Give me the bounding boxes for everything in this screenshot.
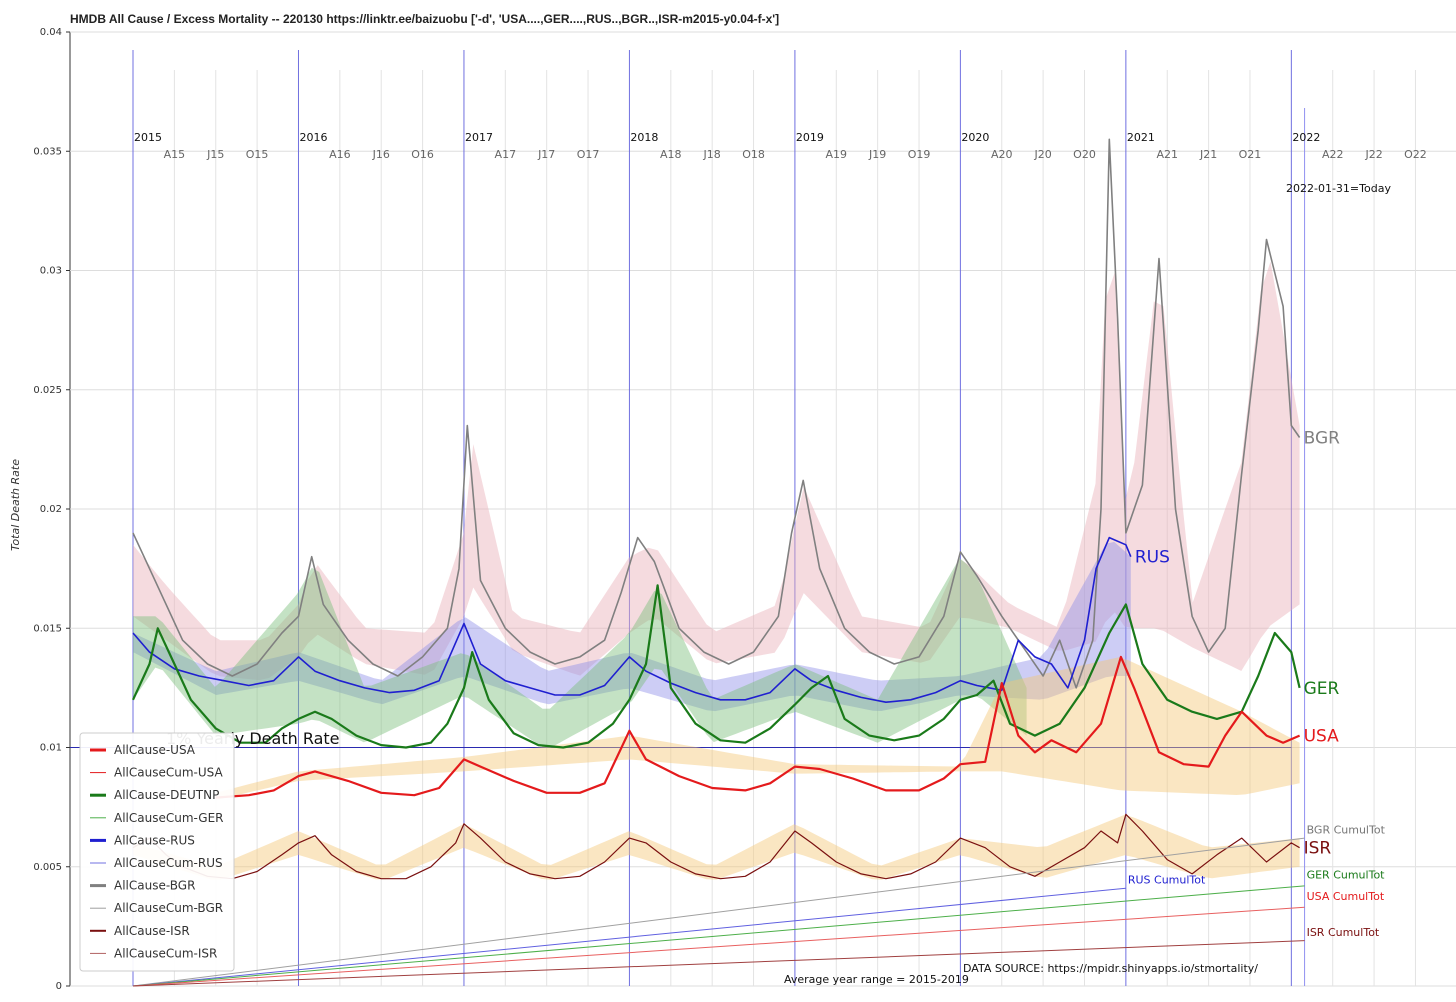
series-line-usa [215, 655, 1301, 799]
legend-entry-label: AllCause-RUS [114, 833, 195, 847]
band-fill-usa [215, 657, 1300, 800]
month-label: J20 [1034, 148, 1052, 161]
legend-entry-label: AllCause-DEUTNP [114, 788, 219, 802]
year-label: 2015 [134, 131, 162, 144]
series-line-bgr [132, 138, 1301, 689]
y-tick-label: 0 [56, 981, 62, 992]
y-tick-label: 0.03 [40, 266, 62, 277]
legend: AllCause-USA AllCauseCum-USA AllCause-DEUT… [79, 732, 235, 972]
month-label: O20 [1073, 148, 1096, 161]
month-label: O15 [246, 148, 269, 161]
series-end-label-isr: ISR [1304, 839, 1332, 859]
series-lines-layer [132, 138, 1301, 880]
year-label: 2022 [1292, 131, 1320, 144]
band-fills-layer [133, 261, 1300, 880]
month-label: A19 [826, 148, 848, 161]
month-label: O22 [1404, 148, 1427, 161]
month-label: J15 [206, 148, 224, 161]
band-fill-ger [133, 558, 1027, 749]
year-label: 2018 [630, 131, 658, 144]
year-label: 2016 [299, 131, 327, 144]
series-end-label-usa: USA [1304, 727, 1340, 747]
cumulative-line-bgr-cumultot [132, 837, 1305, 987]
series-end-label-bgr: BGR [1304, 428, 1341, 448]
year-label: 2021 [1127, 131, 1155, 144]
y-tick-label: 0.035 [33, 146, 62, 157]
month-label: A17 [495, 148, 517, 161]
legend-entry-label: AllCauseCum-ISR [114, 946, 217, 960]
data-source-note: DATA SOURCE: https://mpidr.shinyapps.io/… [963, 962, 1258, 975]
cumulative-lines-layer [132, 837, 1305, 987]
labels-layer: 2015 2016 2017 2018 2019 2020 2021 2022 A15 J15 O1… [134, 131, 1427, 939]
month-label: J22 [1364, 148, 1382, 161]
y-tick-label: 0.005 [33, 862, 62, 873]
month-label: O19 [908, 148, 931, 161]
average-range-note: Average year range = 2015-2019 [784, 973, 969, 986]
month-label: J17 [537, 148, 555, 161]
month-label: J16 [372, 148, 390, 161]
month-label: J18 [703, 148, 721, 161]
month-label: A20 [991, 148, 1013, 161]
month-label: A15 [164, 148, 186, 161]
legend-entry-label: AllCauseCum-GER [114, 811, 224, 825]
cumulative-line-isr-cumultot [132, 940, 1305, 987]
month-label: J21 [1199, 148, 1217, 161]
cumulative-label-rus-cumultot: RUS CumulTot [1128, 873, 1206, 886]
series-end-label-rus: RUS [1135, 548, 1170, 568]
series-line-isr [132, 813, 1300, 880]
month-label: A22 [1322, 148, 1344, 161]
month-label: A21 [1156, 148, 1178, 161]
legend-entry-label: AllCauseCum-BGR [114, 901, 223, 915]
cumulative-label-ger-cumultot: GER CumulTot [1307, 869, 1386, 882]
legend-entry-label: AllCause-ISR [114, 924, 190, 938]
today-label: 2022-01-31=Today [1286, 182, 1391, 195]
cumulative-line-rus-cumultot [132, 887, 1126, 987]
series-line-ger [132, 584, 1301, 749]
month-label: O21 [1239, 148, 1262, 161]
year-label: 2019 [796, 131, 824, 144]
month-label: O16 [411, 148, 434, 161]
y-tick-label: 0.01 [40, 743, 62, 754]
cumulative-label-isr-cumultot: ISR CumulTot [1307, 926, 1380, 939]
y-tick-label: 0.04 [40, 27, 62, 38]
legend-entry-label: AllCause-USA [114, 743, 196, 757]
legend-box [79, 732, 235, 972]
legend-entry-label: AllCauseCum-USA [114, 766, 223, 780]
legend-entry-label: AllCauseCum-RUS [114, 856, 223, 870]
month-label: A18 [660, 148, 682, 161]
band-fill-bgr [133, 261, 1300, 681]
y-tick-label: 0.015 [33, 623, 62, 634]
band-fill-rus [133, 541, 1131, 712]
cumulative-label-bgr-cumultot: BGR CumulTot [1307, 823, 1386, 836]
month-label: J19 [868, 148, 886, 161]
year-label: 2020 [961, 131, 989, 144]
y-tick-label: 0.02 [40, 504, 62, 515]
y-tick-label: 0.025 [33, 385, 62, 396]
cumulative-line-ger-cumultot [132, 885, 1305, 987]
cumulative-line-usa-cumultot [132, 906, 1305, 987]
cumulative-label-usa-cumultot: USA CumulTot [1307, 890, 1385, 903]
month-label: A16 [329, 148, 351, 161]
chart-title: HMDB All Cause / Excess Mortality -- 220… [70, 12, 779, 26]
band-fill-isr [133, 814, 1300, 880]
month-label: O18 [742, 148, 765, 161]
legend-entry-label: AllCause-BGR [114, 879, 195, 893]
series-end-label-ger: GER [1304, 679, 1340, 699]
y-axis-label: Total Death Rate [9, 459, 22, 551]
year-label: 2017 [465, 131, 493, 144]
month-label: O17 [577, 148, 600, 161]
